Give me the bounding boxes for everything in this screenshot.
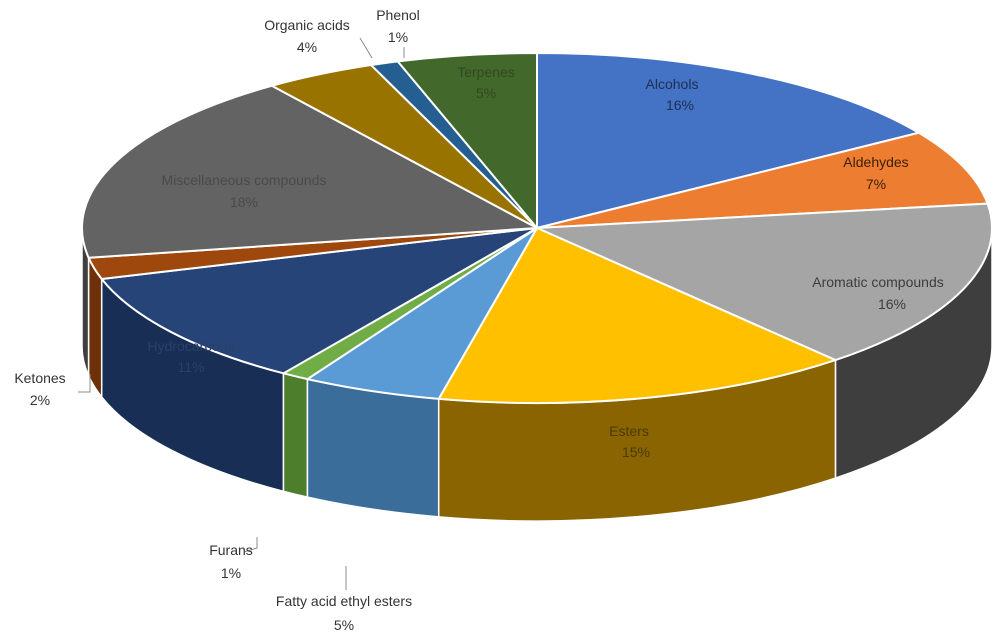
pie-slice-hydrocarbons xyxy=(100,227,538,375)
label-esters-name: Esters xyxy=(609,423,649,439)
label-misc-pct: 18% xyxy=(230,194,258,210)
pie-slice-alcohols xyxy=(536,52,920,229)
label-phenol-pct: 1% xyxy=(388,29,408,45)
label-furans-pct: 1% xyxy=(221,565,241,581)
label-faee-pct: 5% xyxy=(334,617,354,633)
leader-lines xyxy=(78,37,405,590)
label-esters-pct: 15% xyxy=(622,444,650,460)
label-organic-name: Organic acids xyxy=(264,17,350,33)
leader-ketones xyxy=(78,374,91,393)
label-terpenes-name: Terpenes xyxy=(457,64,515,80)
label-furans-name: Furans xyxy=(209,542,253,558)
pie-slice-esters xyxy=(437,227,837,404)
pie-side-walls xyxy=(81,227,993,522)
label-faee-name: Fatty acid ethyl esters xyxy=(276,593,412,609)
pie-side-furans xyxy=(282,372,309,499)
pie-slice-miscellaneous-compounds xyxy=(81,84,538,259)
pie-slice-terpenes xyxy=(396,52,538,229)
pie-side-fatty-acid-ethyl-esters xyxy=(306,378,440,518)
label-terpenes-pct: 5% xyxy=(476,85,496,101)
pie-slice-aldehydes xyxy=(536,131,989,229)
label-alcohols-name: Alcohols xyxy=(646,76,699,92)
leader-organic xyxy=(359,37,373,59)
label-aromatic-name: Aromatic compounds xyxy=(812,274,944,290)
label-hydrocarbons-name: Hydrocarbons xyxy=(147,338,234,354)
label-ketones-name: Ketones xyxy=(14,370,65,386)
label-alcohols-pct: 16% xyxy=(666,97,694,113)
leader-furans xyxy=(243,537,258,553)
label-hydrocarbons-pct: 11% xyxy=(178,359,205,375)
label-ketones-pct: 2% xyxy=(30,392,50,408)
label-misc-name: Miscellaneous compounds xyxy=(162,172,327,188)
label-aldehydes-pct: 7% xyxy=(866,176,886,192)
pie-slice-aromatic-compounds xyxy=(536,202,993,362)
label-aromatic-pct: 16% xyxy=(878,296,906,312)
pie-top-faces xyxy=(81,52,993,404)
pie-side-ketones xyxy=(87,257,103,400)
label-aldehydes-name: Aldehydes xyxy=(843,154,908,170)
label-phenol-name: Phenol xyxy=(376,7,420,23)
label-organic-pct: 4% xyxy=(297,39,317,55)
